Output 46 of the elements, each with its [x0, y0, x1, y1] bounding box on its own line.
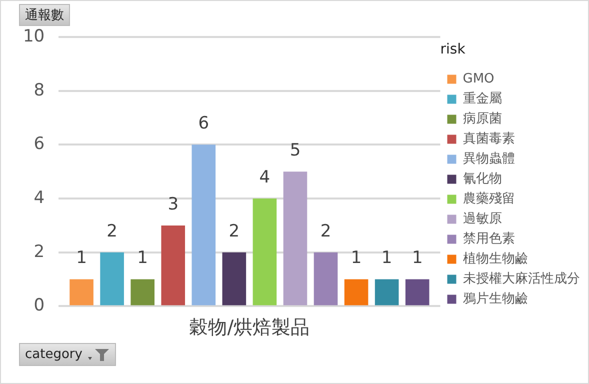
bar [192, 144, 216, 306]
bar [100, 252, 124, 306]
data-label: 3 [168, 194, 179, 214]
legend-label: 真菌毒素 [462, 132, 515, 147]
data-label: 2 [320, 221, 332, 242]
data-label: 1 [137, 248, 148, 268]
y-tick-label: 10 [22, 26, 45, 46]
legend-label: 禁用色素 [462, 232, 515, 247]
legend-label: 異物蟲體 [462, 152, 515, 167]
legend-label: 病原菌 [462, 112, 502, 127]
legend-label: GMO [462, 72, 494, 87]
x-tick-label: 穀物/烘焙製品 [189, 316, 310, 339]
legend-label: 重金屬 [462, 92, 502, 107]
data-label: 4 [259, 167, 270, 188]
data-label: 1 [76, 248, 87, 268]
y-tick-label: 0 [34, 296, 45, 316]
bar [283, 172, 308, 306]
bar [344, 279, 368, 306]
legend-label: 植物生物鹼 [462, 252, 528, 267]
legend-label: 鴉片生物鹼 [462, 292, 528, 307]
data-label: 1 [412, 248, 423, 268]
data-label: 1 [350, 248, 362, 268]
legend-title: risk [440, 42, 466, 58]
bar [130, 279, 154, 306]
bar [405, 279, 430, 306]
legend-label: 未授權大麻活性成分 [462, 272, 580, 287]
data-label: 2 [228, 221, 240, 242]
bar [252, 198, 277, 306]
y-tick-label: 6 [34, 134, 45, 154]
legend-label: 過敏原 [462, 212, 502, 227]
bar [222, 252, 246, 306]
data-label: 1 [381, 248, 392, 268]
data-label: 6 [198, 114, 210, 134]
y-tick-label: 8 [34, 80, 45, 100]
legend-label: 氰化物 [462, 172, 502, 187]
x-axis-title: category [25, 347, 82, 362]
legend-label: 農藥殘留 [462, 192, 515, 207]
bar [314, 252, 338, 306]
y-tick-label: 2 [34, 242, 45, 262]
bar [70, 279, 94, 306]
y-axis-title: 通報數 [19, 4, 70, 26]
data-label: 5 [290, 140, 301, 161]
y-tick-label: 4 [34, 188, 45, 208]
bar [374, 279, 399, 306]
data-label: 2 [106, 221, 118, 242]
bar [161, 225, 186, 306]
